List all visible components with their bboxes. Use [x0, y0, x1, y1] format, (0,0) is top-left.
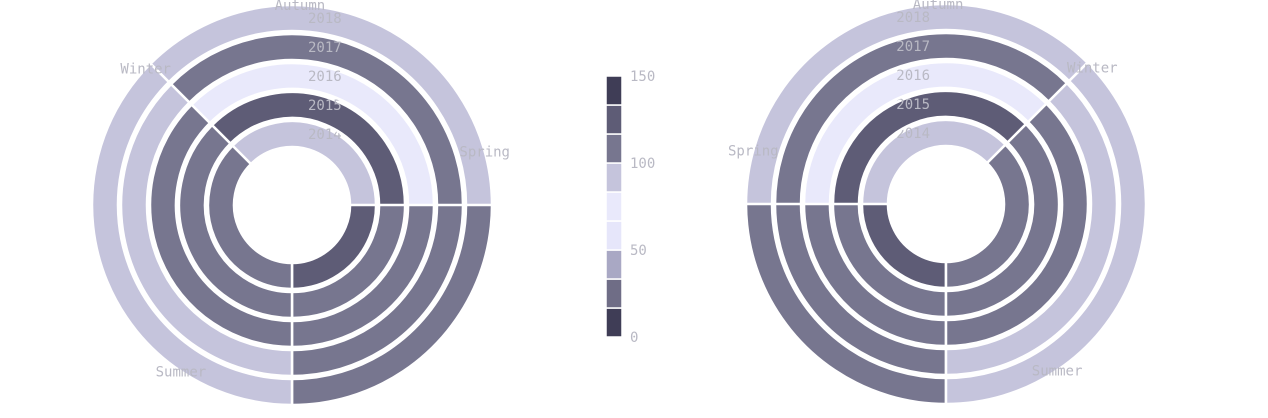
arc-2017-autumn[interactable] [169, 32, 465, 207]
arc-2018-autumn[interactable] [149, 3, 494, 207]
season-label-winter: Winter [120, 62, 171, 78]
arc-2014-autumn[interactable] [231, 119, 378, 207]
year-label-2016: 2016 [308, 69, 342, 85]
legend-tick-100: 100 [630, 156, 655, 172]
season-label-autumn: Autumn [275, 0, 326, 14]
season-label-spring: Spring [459, 145, 510, 161]
legend-swatch-6 [605, 133, 623, 164]
legend-tick-150: 150 [630, 69, 655, 85]
year-label-2015: 2015 [308, 98, 342, 114]
season-label-spring: Spring [728, 144, 779, 160]
legend-tick-50: 50 [630, 243, 647, 259]
year-label-2016: 2016 [896, 68, 930, 84]
arc-2015-autumn[interactable] [210, 90, 407, 207]
legend-tick-0: 0 [630, 330, 638, 346]
season-label-winter: Winter [1067, 61, 1118, 77]
season-label-autumn: Autumn [913, 0, 964, 13]
color-legend: 0 50 100 150 [605, 69, 655, 346]
year-label-2014: 2014 [896, 126, 930, 142]
arc-2016-autumn[interactable] [802, 60, 1048, 206]
year-label-2017: 2017 [896, 39, 930, 55]
year-label-2018: 2018 [308, 11, 342, 27]
year-label-2015: 2015 [896, 97, 930, 113]
season-label-summer: Summer [1032, 363, 1083, 379]
year-label-2017: 2017 [308, 40, 342, 56]
left-radial-chart: 2014 2015 2016 2017 2018 Winter Spring Summer Au… [90, 0, 510, 407]
legend-swatch-3 [605, 220, 623, 251]
arc-2014-autumn[interactable] [860, 118, 1007, 206]
legend-swatch-7 [605, 104, 623, 135]
year-label-2018: 2018 [896, 10, 930, 26]
season-label-summer: Summer [156, 364, 207, 380]
arc-2017-autumn[interactable] [773, 31, 1069, 206]
legend-swatch-8 [605, 75, 623, 106]
legend-swatch-1 [605, 278, 623, 309]
legend-swatch-0 [605, 307, 623, 338]
legend-swatch-5 [605, 162, 623, 193]
legend-swatch-4 [605, 191, 623, 222]
right-radial-chart: 2014 2015 2016 2017 2018 Winter Spring Summer Au… [728, 0, 1148, 406]
year-label-2014: 2014 [308, 127, 342, 143]
arc-2015-autumn[interactable] [831, 89, 1028, 206]
arc-2018-autumn[interactable] [744, 2, 1089, 206]
arc-2016-autumn[interactable] [190, 61, 436, 207]
legend-swatch-2 [605, 249, 623, 280]
